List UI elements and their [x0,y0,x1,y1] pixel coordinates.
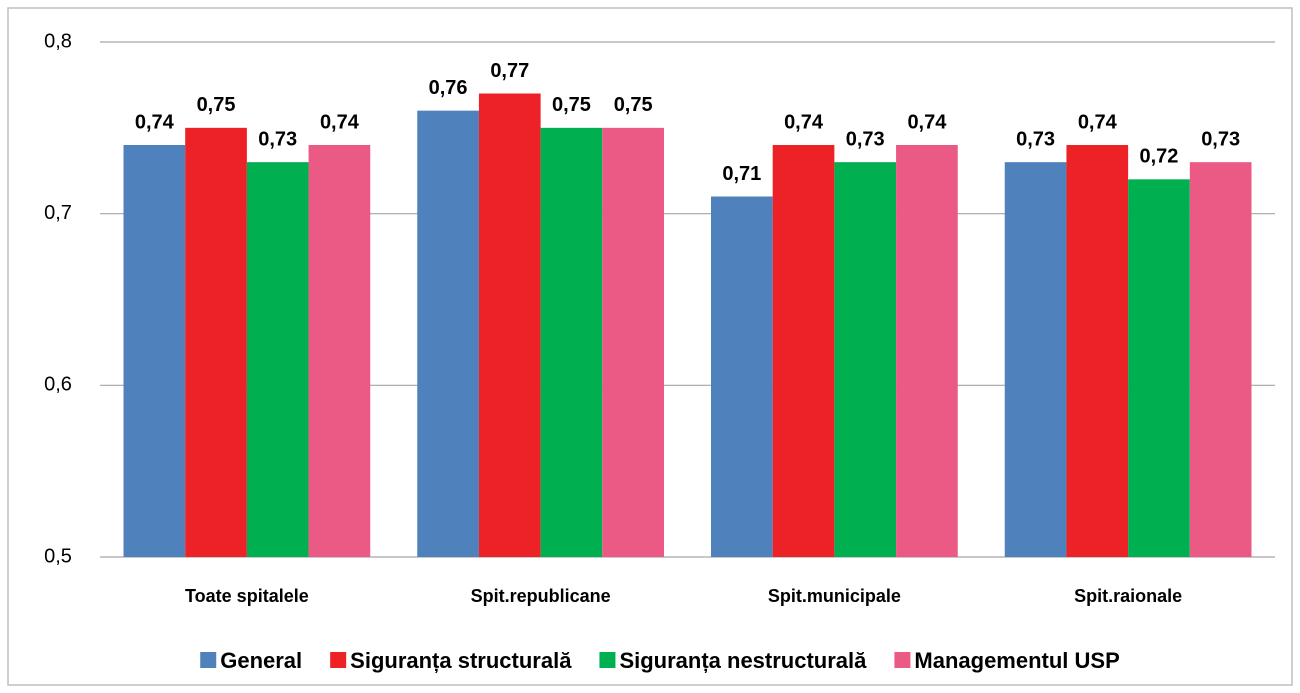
y-tick-label: 0,5 [44,545,72,567]
legend-swatch [894,652,911,668]
data-label: 0,75 [552,94,591,116]
x-tick-label: Toate spitalele [185,586,309,606]
bar [308,145,371,557]
data-label: 0,75 [197,94,236,116]
legend-label: Siguranța structurală [350,648,572,673]
data-label: 0,74 [1078,111,1118,133]
bar [834,162,897,557]
bar [1128,179,1190,558]
bar [246,162,309,557]
data-label: 0,75 [614,94,653,116]
y-tick-label: 0,7 [44,202,72,224]
x-tick-label: Spit.republicane [471,586,611,606]
legend-swatch [200,652,217,668]
x-tick-label: Spit.raionale [1074,586,1182,606]
x-tick-label: Spit.municipale [768,586,901,606]
y-tick-label: 0,8 [44,30,72,52]
y-tick-label: 0,6 [44,374,72,396]
bar [711,196,773,557]
bar [1066,145,1129,557]
bar [417,110,479,558]
data-label: 0,74 [907,111,947,133]
legend-label: General [220,648,302,673]
data-label: 0,72 [1140,146,1179,168]
data-label: 0,74 [135,111,175,133]
data-label: 0,73 [846,128,885,150]
bar [123,145,186,557]
data-label: 0,71 [722,163,761,185]
data-label: 0,74 [320,111,360,133]
legend-label: Siguranța nestructurală [619,648,867,673]
data-label: 0,73 [1016,128,1055,150]
bar [185,127,247,557]
bar [896,145,958,557]
data-label: 0,73 [1201,128,1240,150]
bar [1004,162,1067,557]
bar [1189,162,1252,557]
data-label: 0,76 [429,77,468,99]
bar [772,145,835,557]
legend-swatch [330,652,347,668]
data-label: 0,73 [258,128,297,150]
data-label: 0,74 [784,111,824,133]
bar [540,127,603,557]
bar [602,127,664,557]
legend-swatch [599,652,616,668]
legend-label: Managementul USP [914,648,1119,673]
bar [478,93,541,557]
data-label: 0,77 [490,60,529,82]
